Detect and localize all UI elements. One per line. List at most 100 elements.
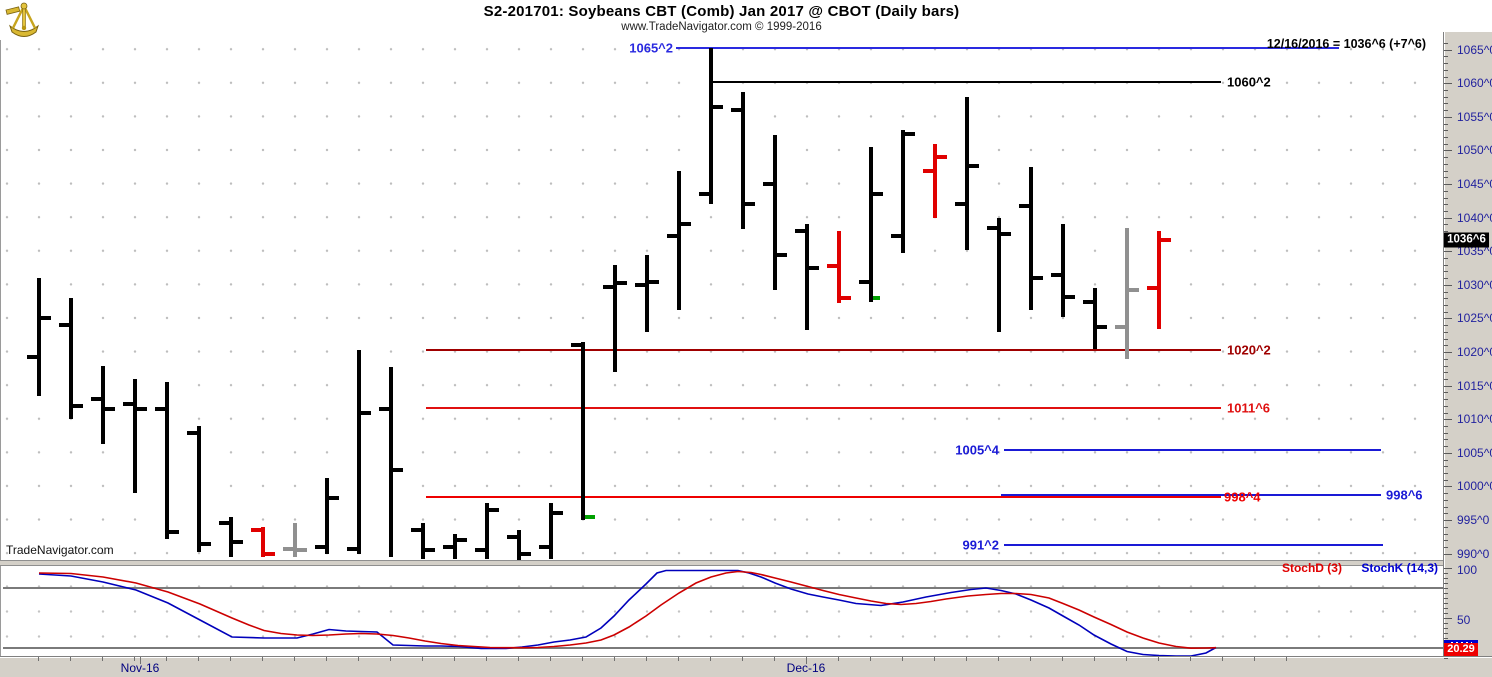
- stoch-axis-tick: [1444, 578, 1448, 579]
- time-axis[interactable]: Nov-16 Dec-16: [0, 656, 1492, 677]
- axis-price-label: 1065^0: [1457, 42, 1492, 57]
- sextant-logo-icon: [5, 2, 40, 37]
- ohlc-bar[interactable]: [101, 365, 105, 445]
- price-axis-tick: [1444, 546, 1448, 548]
- close-tick: [73, 403, 83, 408]
- panel-divider[interactable]: [0, 560, 1443, 566]
- stochd-label[interactable]: StochD (3): [1281, 561, 1342, 575]
- price-axis-tick: [1444, 284, 1452, 286]
- open-tick: [219, 521, 229, 526]
- close-tick: [1001, 232, 1011, 237]
- ohlc-bar[interactable]: [741, 91, 745, 230]
- ohlc-bar[interactable]: [69, 298, 73, 420]
- open-tick: [699, 192, 709, 197]
- close-tick: [201, 541, 211, 546]
- price-chart-panel[interactable]: TradeNavigator.com 1065^2 1060^2 1020^2 101…: [0, 40, 1444, 560]
- ohlc-bar[interactable]: [1157, 231, 1161, 329]
- price-axis-tick: [1444, 439, 1448, 441]
- price-axis-tick: [1444, 466, 1448, 468]
- price-axis-tick: [1444, 69, 1448, 71]
- price-level-label[interactable]: 1065^2: [629, 40, 673, 56]
- support-resistance-line[interactable]: [676, 47, 1339, 49]
- stoch-axis-label: 100: [1457, 563, 1478, 577]
- stochd-value-badge: 20.29: [1444, 642, 1478, 656]
- open-tick: [1019, 203, 1029, 208]
- support-resistance-line[interactable]: [1004, 448, 1381, 451]
- ohlc-bar[interactable]: [421, 523, 425, 559]
- ohlc-bar[interactable]: [965, 96, 969, 250]
- ohlc-bar[interactable]: [453, 533, 457, 559]
- ohlc-bar[interactable]: [1061, 224, 1065, 317]
- support-resistance-line[interactable]: [713, 80, 1221, 83]
- time-axis-tick: [902, 657, 903, 661]
- price-level-label[interactable]: 1011^6: [1227, 400, 1271, 416]
- time-axis-tick: [614, 657, 615, 661]
- ohlc-bar[interactable]: [773, 135, 777, 290]
- price-axis-tick: [1444, 83, 1452, 85]
- price-axis-tick: [1444, 76, 1448, 78]
- price-axis-tick: [1444, 412, 1448, 414]
- axis-price-label: 1010^0: [1457, 412, 1492, 427]
- ohlc-bar[interactable]: [805, 224, 809, 331]
- close-tick: [297, 548, 307, 553]
- price-level-label[interactable]: 998^4: [1224, 489, 1261, 505]
- support-resistance-line[interactable]: [1004, 544, 1383, 547]
- ohlc-bar[interactable]: [325, 478, 329, 554]
- ohlc-bar[interactable]: [709, 48, 713, 205]
- ohlc-bar[interactable]: [869, 147, 873, 302]
- time-axis-tick: [742, 657, 743, 661]
- open-tick: [891, 234, 901, 239]
- chart-header: S2-201701: Soybeans CBT (Comb) Jan 2017 …: [0, 0, 1443, 40]
- price-axis-tick: [1444, 479, 1448, 481]
- open-tick: [603, 284, 613, 289]
- time-axis-tick: [390, 657, 391, 661]
- ohlc-bar[interactable]: [389, 367, 393, 558]
- price-level-label[interactable]: 1005^4: [955, 442, 999, 458]
- price-axis-tick: [1444, 278, 1448, 280]
- price-axis-tick: [1444, 358, 1448, 360]
- ohlc-bar[interactable]: [261, 526, 265, 558]
- price-axis-tick: [1444, 365, 1448, 367]
- price-level-label[interactable]: 998^6: [1386, 487, 1423, 503]
- ohlc-bar[interactable]: [645, 254, 649, 332]
- ohlc-bar[interactable]: [581, 342, 585, 521]
- ohlc-bar[interactable]: [229, 516, 233, 558]
- support-resistance-line[interactable]: [426, 495, 1221, 498]
- ohlc-bar[interactable]: [613, 264, 617, 373]
- price-axis-tick: [1444, 63, 1448, 65]
- axis-price-label: 1030^0: [1457, 277, 1492, 292]
- ohlc-bar[interactable]: [837, 231, 841, 304]
- ohlc-bar[interactable]: [357, 350, 361, 554]
- ohlc-bar[interactable]: [485, 503, 489, 559]
- ohlc-bar[interactable]: [1029, 167, 1033, 311]
- chart-subtitle: www.TradeNavigator.com © 1999-2016: [621, 21, 822, 33]
- support-resistance-line[interactable]: [426, 406, 1221, 409]
- ohlc-bar[interactable]: [1125, 227, 1129, 359]
- ohlc-bar[interactable]: [165, 382, 169, 539]
- price-axis-tick: [1444, 459, 1448, 461]
- ohlc-bar[interactable]: [517, 530, 521, 560]
- close-tick: [585, 514, 595, 519]
- price-level-label[interactable]: 1020^2: [1227, 342, 1271, 358]
- time-axis-tick: [678, 657, 679, 661]
- stochastic-panel[interactable]: [0, 566, 1444, 656]
- stochk-label[interactable]: StochK (14,3): [1361, 561, 1438, 575]
- ohlc-bar[interactable]: [933, 143, 937, 218]
- ohlc-bar[interactable]: [677, 170, 681, 311]
- ohlc-bar[interactable]: [901, 130, 905, 253]
- price-level-label[interactable]: 1060^2: [1227, 74, 1271, 90]
- close-tick: [233, 539, 243, 544]
- ohlc-bar[interactable]: [197, 426, 201, 552]
- green-accent-mark: [873, 296, 880, 301]
- ohlc-bar[interactable]: [37, 278, 41, 396]
- ohlc-bar[interactable]: [133, 378, 137, 494]
- price-level-label[interactable]: 991^2: [962, 537, 999, 553]
- price-axis[interactable]: 1065^0 1060^0 1055^0 1050^0 1045^0 1040^0 1035…: [1443, 32, 1492, 659]
- ohlc-bar[interactable]: [293, 523, 297, 558]
- ohlc-bar[interactable]: [549, 503, 553, 559]
- support-resistance-line[interactable]: [426, 349, 1221, 352]
- open-tick: [1147, 286, 1157, 291]
- ohlc-bar[interactable]: [1093, 288, 1097, 349]
- ohlc-bar[interactable]: [997, 217, 1001, 332]
- support-resistance-line[interactable]: [1001, 493, 1381, 496]
